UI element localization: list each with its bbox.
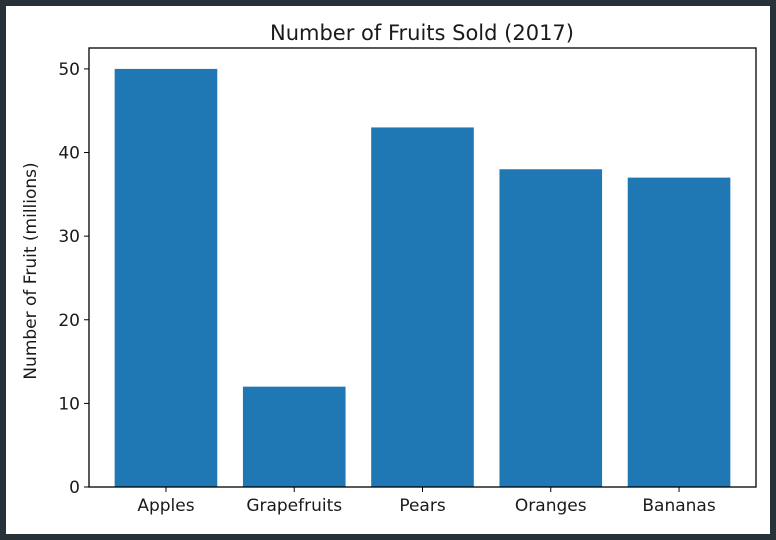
chart-canvas: Number of Fruits Sold (2017) Number of F… bbox=[6, 6, 770, 534]
bar-apples bbox=[114, 68, 218, 488]
y-tick-label: 30 bbox=[58, 227, 80, 247]
y-axis-label: Number of Fruit (millions) bbox=[21, 162, 41, 379]
bar-oranges bbox=[499, 169, 603, 487]
bar-bananas bbox=[627, 177, 731, 487]
x-tick-label: Oranges bbox=[515, 496, 587, 516]
y-axis-ticks: 0 10 20 30 40 50 bbox=[58, 60, 89, 498]
y-tick-label: 0 bbox=[69, 478, 80, 498]
y-tick-label: 10 bbox=[58, 394, 80, 414]
x-axis-ticks: Apples Grapefruits Pears Oranges Bananas bbox=[137, 487, 716, 516]
plot-area-frame bbox=[88, 47, 757, 488]
y-tick-label: 50 bbox=[58, 60, 80, 80]
x-tick-label: Bananas bbox=[642, 496, 715, 516]
bars-group bbox=[114, 68, 731, 488]
y-tick-label: 40 bbox=[58, 144, 80, 164]
x-tick-label: Apples bbox=[137, 496, 194, 516]
x-tick-label: Grapefruits bbox=[246, 496, 342, 516]
bar-chart: Number of Fruits Sold (2017) Number of F… bbox=[21, 21, 757, 516]
bar-grapefruits bbox=[242, 386, 346, 487]
bar-pears bbox=[371, 127, 474, 487]
chart-title: Number of Fruits Sold (2017) bbox=[270, 21, 574, 45]
x-tick-label: Pears bbox=[399, 496, 446, 516]
y-tick-label: 20 bbox=[58, 311, 80, 331]
